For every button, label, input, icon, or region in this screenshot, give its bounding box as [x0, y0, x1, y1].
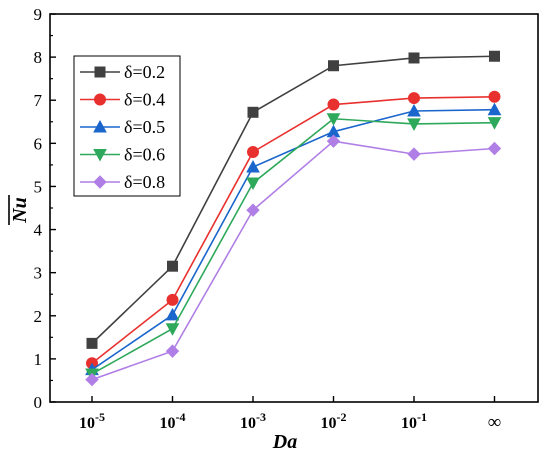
x-tick-label: 10-1: [401, 410, 427, 432]
series-line: [91, 108, 495, 371]
data-point: [85, 372, 99, 387]
data-point: [247, 106, 259, 118]
legend-item: δ=0.4: [80, 90, 165, 110]
y-tick-label: 6: [34, 134, 43, 153]
data-point: [165, 323, 180, 336]
series-line: [91, 140, 495, 381]
data-point: [166, 293, 179, 306]
data-point: [167, 260, 178, 272]
y-tick-label: 5: [34, 177, 43, 196]
legend-label: δ=0.2: [124, 62, 165, 82]
y-axis-title: Nu: [8, 195, 31, 225]
data-point: [326, 113, 341, 126]
data-point: [407, 118, 421, 131]
y-axis: 0 1 2 3 4 5 6 7 8 9: [34, 5, 56, 412]
data-point: [407, 147, 421, 161]
data-point: [487, 102, 502, 116]
data-point: [165, 307, 180, 321]
data-point: [247, 145, 259, 158]
legend-label: δ=0.4: [124, 90, 165, 110]
x-tick-label: 10-2: [321, 410, 347, 432]
legend-marker: [94, 66, 106, 78]
series-5: [85, 134, 502, 387]
legend-marker: [93, 119, 107, 133]
y-tick-label: 9: [34, 5, 43, 24]
x-tick-label: ∞: [488, 412, 502, 433]
series-line: [91, 95, 495, 364]
data-point: [487, 117, 502, 130]
data-point: [246, 203, 260, 217]
y-tick-label: 8: [34, 48, 43, 67]
data-point: [408, 92, 420, 105]
legend-label: δ=0.6: [124, 145, 165, 165]
legend-label: δ=0.8: [124, 172, 165, 192]
data-point: [246, 177, 260, 191]
series-line: [91, 117, 495, 375]
y-tick-label: 7: [34, 91, 43, 110]
legend-item: δ=0.5: [80, 117, 165, 137]
data-point: [487, 141, 502, 156]
data-point: [407, 103, 421, 117]
x-tick-label: 10-4: [160, 410, 186, 432]
y-tick-label: 3: [34, 264, 43, 283]
legend-marker: [94, 93, 106, 106]
series-4: [85, 113, 502, 382]
legend-box: [73, 55, 181, 197]
legend-marker: [93, 149, 107, 162]
data-point: [489, 50, 500, 62]
legend-marker: [93, 175, 107, 189]
y-title-text: Nu: [9, 197, 31, 224]
data-point: [246, 160, 260, 173]
series-line: [91, 55, 495, 344]
series-2: [86, 90, 501, 370]
legend-item: δ=0.8: [80, 172, 165, 192]
legend: δ=0.2 δ=0.4 δ=0.5 δ=0.6 δ=0.8: [73, 55, 181, 197]
y-title-group: Nu: [8, 195, 31, 225]
data-point: [326, 134, 341, 148]
data-point: [408, 52, 420, 64]
x-tick-label: 10-3: [240, 410, 266, 432]
data-point: [86, 337, 98, 349]
data-point: [165, 344, 180, 358]
x-axis-title: Da: [272, 431, 297, 453]
legend-item: δ=0.6: [80, 145, 165, 165]
y-tick-label: 4: [34, 221, 43, 240]
data-point: [488, 90, 501, 103]
y-tick-label: 2: [34, 307, 43, 326]
data-point: [327, 98, 340, 111]
legend-label: δ=0.5: [124, 117, 165, 137]
y-tick-label: 0: [34, 393, 43, 412]
series-layer: [85, 50, 502, 387]
data-point: [328, 60, 339, 72]
x-tick-label: 10-5: [79, 410, 105, 432]
legend-item: δ=0.2: [80, 62, 165, 82]
x-axis: 10-5 10-4 10-3 10-2 10-1 ∞: [79, 396, 501, 433]
series-1: [86, 50, 500, 349]
y-tick-label: 1: [34, 350, 43, 369]
